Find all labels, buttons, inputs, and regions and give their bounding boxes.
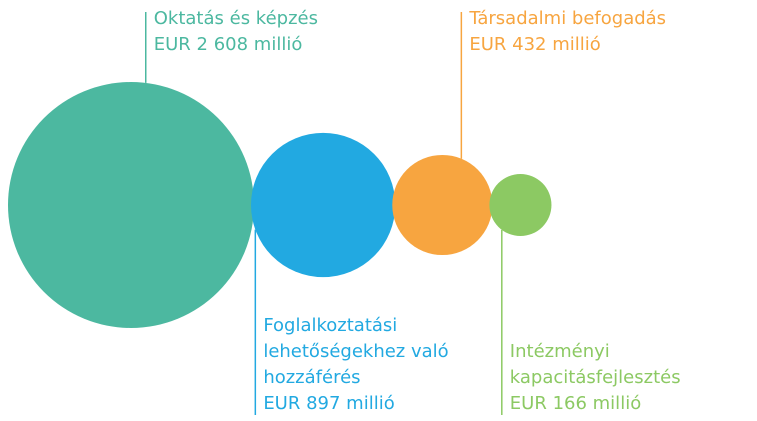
- bubble: [392, 154, 493, 256]
- bubble: [489, 173, 552, 237]
- category-name: Intézményi kapacitásfejlesztés: [509, 341, 681, 388]
- bubble: [251, 132, 396, 278]
- bubble-label: Társadalmi befogadás EUR 432 millió: [461, 6, 749, 58]
- bubble-label: Foglalkoztatási lehetőségekhez való hozz…: [255, 313, 503, 417]
- amount-label: EUR 2 608 millió: [153, 34, 303, 55]
- category-name: Oktatás és képzés: [153, 8, 318, 29]
- amount-label: EUR 432 millió: [469, 34, 601, 55]
- bubble-label: Intézményi kapacitásfejlesztés EUR 166 mi…: [502, 339, 725, 417]
- amount-label: EUR 897 millió: [263, 393, 395, 414]
- bubble-label: Oktatás és képzés EUR 2 608 millió: [146, 6, 454, 58]
- category-name: Társadalmi befogadás: [469, 8, 667, 29]
- bubble: [8, 82, 254, 328]
- amount-label: EUR 166 millió: [509, 393, 642, 414]
- category-name: Foglalkoztatási lehetőségekhez való hozz…: [263, 315, 449, 388]
